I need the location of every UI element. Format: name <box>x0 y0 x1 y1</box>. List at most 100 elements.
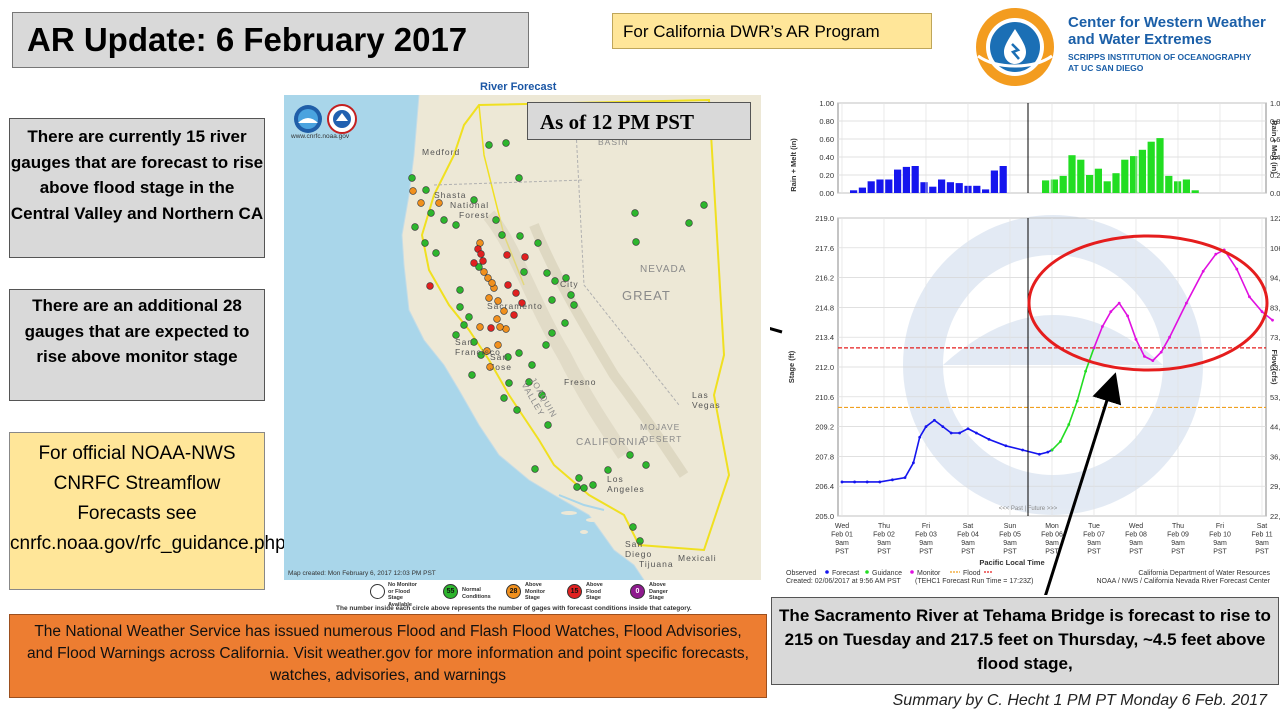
precip-bar-forecast <box>1191 190 1199 193</box>
river-forecast-map <box>284 95 761 580</box>
stage-point-monitor <box>1092 346 1096 350</box>
stage-point-guidance <box>1059 440 1062 443</box>
chart-source-cnrfc: NOAA / NWS / California Nevada River For… <box>1096 578 1270 585</box>
stage-point-observed <box>1004 444 1008 448</box>
gauge-marker <box>496 323 504 331</box>
stage-tick-label: 205.0 <box>815 512 834 521</box>
precip-bar-observed <box>999 166 1007 193</box>
legend-forecast-marker <box>825 570 829 574</box>
stage-point-monitor <box>1151 359 1155 363</box>
precip-bar-observed <box>990 170 998 193</box>
gauge-marker <box>475 263 483 271</box>
program-label: For California DWR’s AR Program <box>623 22 880 41</box>
legend-normal-label: Normal Conditions <box>462 587 491 600</box>
place-las-vegas: Las Vegas <box>692 390 721 410</box>
gauge-marker <box>513 406 521 414</box>
place-basin: BASIN <box>598 137 629 147</box>
x-tick-label: Thu Feb 02 9am PST <box>873 523 895 556</box>
gauge-marker <box>456 303 464 311</box>
precip-bar-observed <box>955 183 963 193</box>
map-legend: No Monitor or Flood Stage Available 55 N… <box>284 580 761 614</box>
place-san-francisco: San Francisco <box>455 337 501 357</box>
logo-line1: Center for Western Weather <box>1068 14 1266 31</box>
place-tijuana: Tijuana <box>639 559 674 569</box>
x-tick-label: Mon Feb 06 9am PST <box>1041 523 1063 556</box>
stage-point-monitor <box>1117 301 1121 305</box>
legend-monitor-marker <box>910 570 914 574</box>
place-san-jose: San Jose <box>490 352 512 372</box>
precip-tick-left: 0.00 <box>819 189 834 198</box>
logo-line4: AT UC SAN DIEGO <box>1068 63 1144 73</box>
legend-monitor-label: Monitor <box>917 570 941 577</box>
stage-point-monitor <box>1109 310 1113 314</box>
gauge-marker <box>456 286 464 294</box>
place-sacramento: Sacramento <box>487 301 543 311</box>
gauge-marker <box>498 231 506 239</box>
flow-tick-label: 53,340 <box>1270 393 1280 402</box>
stage-point-observed <box>853 480 856 484</box>
legend-danger-swatch: 0 <box>630 584 645 599</box>
gauge-marker <box>685 219 693 227</box>
stage-point-observed <box>949 431 953 435</box>
title-box: AR Update: 6 February 2017 <box>12 12 529 68</box>
stage-series-monitor <box>1093 248 1274 362</box>
nws-advisory-message: The National Weather Service has issued … <box>9 614 767 698</box>
precip-bar-forecast <box>1182 179 1190 193</box>
precip-bar-observed <box>858 187 866 193</box>
stage-point-observed <box>941 425 945 428</box>
cnrfc-link-message: For official NOAA-NWS CNRFC Streamflow F… <box>9 432 286 590</box>
precip-tick-right: 0.20 <box>1270 171 1280 180</box>
precip-bar-observed <box>982 189 990 193</box>
precip-bar-forecast <box>1068 155 1076 193</box>
x-tick-label: Sat Feb 04 9am PST <box>957 523 979 556</box>
nws-logo-icon <box>327 104 357 134</box>
gauge-marker <box>421 239 429 247</box>
stage-tick-label: 213.4 <box>815 333 834 342</box>
stage-point-observed <box>933 418 936 422</box>
precip-bar-observed <box>867 181 875 193</box>
stage-point-observed <box>912 461 915 465</box>
monitor-gauge-message: There are an additional 28 gauges that a… <box>9 289 265 401</box>
precip-tick-right: 0.60 <box>1270 135 1280 144</box>
precip-bar-forecast <box>1042 180 1050 193</box>
gauge-marker <box>516 232 524 240</box>
x-tick-label: Wed Feb 08 9am PST <box>1125 523 1147 556</box>
x-axis-label: Pacific Local Time <box>979 558 1044 567</box>
precip-bar-observed <box>902 166 910 193</box>
precip-bar-forecast <box>1138 149 1146 193</box>
place-great: GREAT <box>622 288 671 303</box>
gauge-marker <box>512 289 520 297</box>
flow-tick-label: 122,700 <box>1270 214 1280 223</box>
gauge-marker <box>543 269 551 277</box>
ellipse-pointer-arrow <box>1044 372 1122 595</box>
stage-tick-label: 207.8 <box>815 452 834 461</box>
precip-bar-observed <box>850 190 858 193</box>
gauge-marker <box>531 465 539 473</box>
stage-point-monitor <box>1271 318 1274 322</box>
gauge-marker <box>435 199 443 207</box>
place-fresno: Fresno <box>564 377 597 387</box>
place-mojave: MOJAVE <box>640 422 681 432</box>
precip-tick-left: 0.80 <box>819 117 834 126</box>
stage-tick-label: 217.6 <box>815 244 834 253</box>
gauge-marker <box>502 139 510 147</box>
legend-guidance-marker <box>865 570 869 574</box>
stage-point-monitor <box>1214 252 1218 256</box>
precip-bar-observed <box>946 182 954 193</box>
program-box: For California DWR’s AR Program <box>612 13 932 49</box>
stage-point-monitor <box>1134 337 1138 341</box>
stage-point-monitor <box>1101 325 1104 328</box>
precip-bar-forecast <box>1077 159 1085 193</box>
precip-bar-forecast <box>1094 168 1102 193</box>
legend-flood-swatch: 15 <box>567 584 582 599</box>
stage-point-monitor <box>1201 269 1205 273</box>
gauge-markers <box>408 139 708 545</box>
gauge-marker <box>411 223 419 231</box>
x-tick-label: Sat Feb 11 9am PST <box>1251 523 1272 556</box>
gauge-marker <box>544 421 552 429</box>
page-title: AR Update: 6 February 2017 <box>27 21 468 58</box>
legend-flood-label: Above Flood Stage <box>586 582 603 601</box>
place-city: City <box>560 279 579 289</box>
stage-point-guidance <box>1075 399 1079 403</box>
precip-bar-forecast <box>1121 159 1129 193</box>
